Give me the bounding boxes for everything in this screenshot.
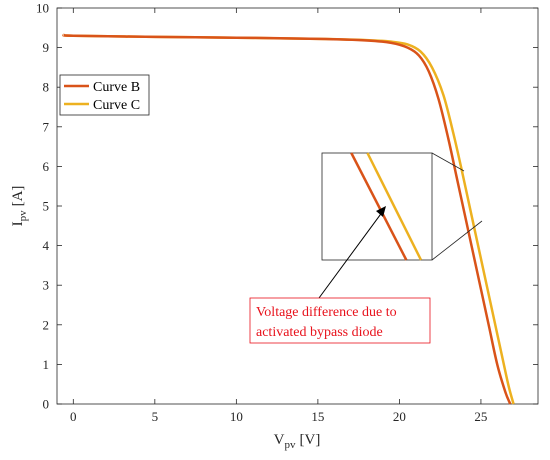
annotation: Voltage difference due to activated bypa…	[249, 206, 431, 344]
inset-zoom	[321, 152, 483, 261]
y-tick-label: 9	[43, 40, 50, 55]
x-axis-ticks: 0 5 10 15 20 25	[70, 8, 487, 424]
series-line-curve-b	[62, 33, 512, 405]
inset-line-curve-c	[366, 152, 423, 261]
inset-connector-top	[431, 152, 465, 172]
x-axis-label: Vpv [V]	[274, 432, 321, 451]
annotation-line-1: Voltage difference due to	[256, 305, 397, 320]
x-tick-label: 15	[311, 409, 324, 424]
legend: Curve B Curve C	[59, 74, 150, 116]
x-tick-label: 5	[152, 409, 159, 424]
x-tick-label: 0	[70, 409, 77, 424]
inset-connector-bottom	[431, 220, 483, 261]
y-tick-label: 1	[43, 357, 50, 372]
axes-box	[56, 7, 539, 405]
x-tick-label: 25	[474, 409, 487, 424]
series-lines	[62, 33, 515, 405]
y-tick-label: 3	[43, 278, 50, 293]
y-tick-label: 0	[43, 397, 50, 412]
inset-box	[321, 152, 433, 261]
y-tick-label: 4	[43, 238, 50, 253]
y-tick-label: 8	[43, 80, 50, 95]
legend-box	[59, 74, 150, 116]
y-tick-label: 10	[36, 1, 49, 16]
annotation-line-2: activated bypass diode	[256, 325, 383, 340]
y-tick-label: 2	[43, 317, 50, 332]
x-tick-label: 20	[393, 409, 406, 424]
annotation-arrowhead	[376, 206, 386, 217]
y-tick-label: 7	[43, 119, 50, 134]
x-tick-label: 10	[230, 409, 243, 424]
y-axis-label: Ipv[A]	[10, 186, 29, 227]
legend-label-curve-c: Curve C	[93, 98, 140, 113]
inset-line-curve-b	[350, 152, 408, 261]
legend-label-curve-b: Curve B	[93, 80, 140, 95]
plot-area	[56, 7, 539, 405]
y-tick-label: 5	[43, 199, 50, 214]
y-axis-ticks: 0 1 2 3 4 5 6 7 8 9 10	[36, 1, 538, 412]
annotation-arrow-line	[318, 210, 384, 299]
annotation-box	[249, 297, 431, 344]
y-tick-label: 6	[43, 159, 50, 174]
